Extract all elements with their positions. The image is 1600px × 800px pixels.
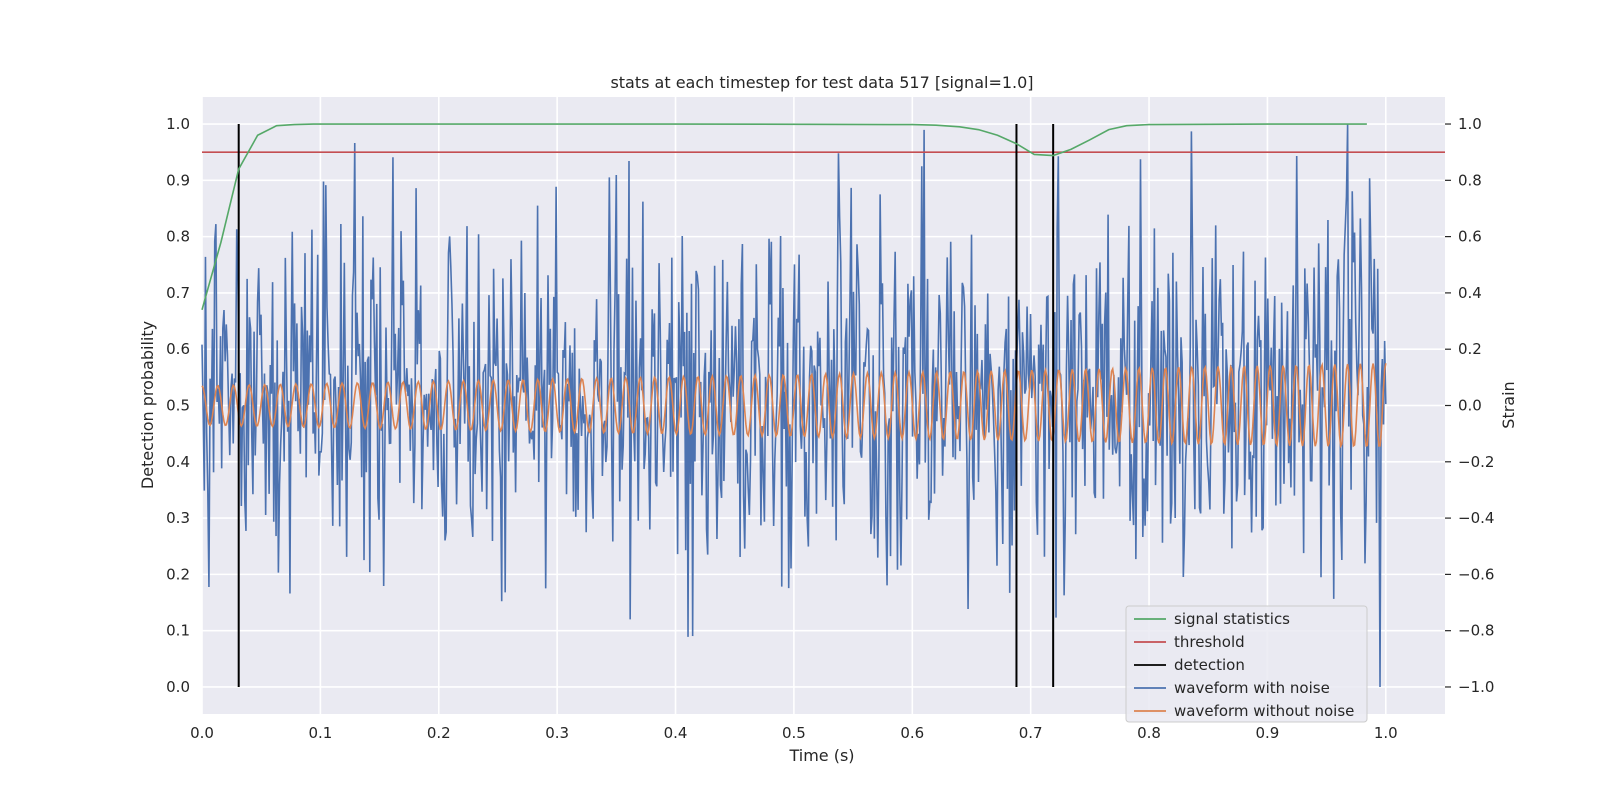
- series-signal-statistics: [201, 123, 1367, 311]
- y-right-tick-label: 0.0: [1458, 397, 1482, 415]
- x-tick-label: 1.0: [1374, 724, 1398, 742]
- y-left-tick-label: 0.5: [166, 397, 190, 415]
- x-tick-label: 0.9: [1255, 724, 1279, 742]
- y-right-tick-label: 1.0: [1458, 115, 1482, 133]
- legend-label: waveform without noise: [1174, 702, 1354, 720]
- x-tick-label: 0.5: [782, 724, 806, 742]
- y-right-tick-label: 0.8: [1458, 171, 1482, 189]
- y-right-tick-label: 0.6: [1458, 228, 1482, 246]
- x-tick-label: 0.6: [900, 724, 924, 742]
- y-right-tick-label: −0.8: [1458, 622, 1494, 640]
- y-left-tick-label: 0.4: [166, 453, 190, 471]
- y-right-tick-label: −0.6: [1458, 565, 1494, 583]
- x-tick-label: 0.2: [427, 724, 451, 742]
- y-left-axis-label: Detection probability: [138, 321, 157, 489]
- y-left-tick-label: 0.0: [166, 678, 190, 696]
- y-right-tick-label: −0.2: [1458, 453, 1494, 471]
- y-right-tick-label: 0.4: [1458, 284, 1482, 302]
- y-left-tick-label: 0.3: [166, 509, 190, 527]
- y-left-tick-label: 0.8: [166, 228, 190, 246]
- series-waveform-without-noise: [201, 361, 1387, 449]
- legend-label: waveform with noise: [1174, 679, 1330, 697]
- y-right-tick-label: −1.0: [1458, 678, 1494, 696]
- y-left-tick-label: 0.9: [166, 171, 190, 189]
- x-axis-label: Time (s): [788, 746, 854, 765]
- y-left-axis-ticks: 0.0 0.1 0.2 0.3 0.4 0.5 0.6 0.7 0.8 0.9 1.0: [166, 115, 190, 696]
- y-left-tick-label: 0.6: [166, 340, 190, 358]
- y-right-axis-label: Strain: [1499, 381, 1518, 428]
- legend-box: [1125, 605, 1368, 723]
- y-right-tick-label: 0.2: [1458, 340, 1482, 358]
- x-tick-label: 0.7: [1019, 724, 1043, 742]
- y-left-tick-label: 0.7: [166, 284, 190, 302]
- legend-label: signal statistics: [1174, 610, 1290, 628]
- x-tick-label: 0.4: [664, 724, 688, 742]
- y-left-tick-label: 0.2: [166, 565, 190, 583]
- y-right-tick-label: −0.4: [1458, 509, 1494, 527]
- y-right-axis-ticks: −1.0 −0.8 −0.6 −0.4 −0.2 0.0 0.2 0.4 0.6 0.8 1.0: [1445, 115, 1494, 696]
- x-axis-ticks: 0.0 0.1 0.2 0.3 0.4 0.5 0.6 0.7 0.8 0.9 1.0: [190, 724, 1398, 742]
- x-tick-label: 0.3: [545, 724, 569, 742]
- y-left-tick-label: 1.0: [166, 115, 190, 133]
- series-layer: [201, 123, 1445, 687]
- x-tick-label: 0.1: [308, 724, 332, 742]
- legend: signal statistics threshold detection wavef…: [1125, 605, 1368, 723]
- legend-label: detection: [1174, 656, 1245, 674]
- chart-title: stats at each timestep for test data 517…: [610, 73, 1033, 92]
- y-left-tick-label: 0.1: [166, 622, 190, 640]
- x-tick-label: 0.8: [1137, 724, 1161, 742]
- legend-label: threshold: [1174, 633, 1245, 651]
- x-tick-label: 0.0: [190, 724, 214, 742]
